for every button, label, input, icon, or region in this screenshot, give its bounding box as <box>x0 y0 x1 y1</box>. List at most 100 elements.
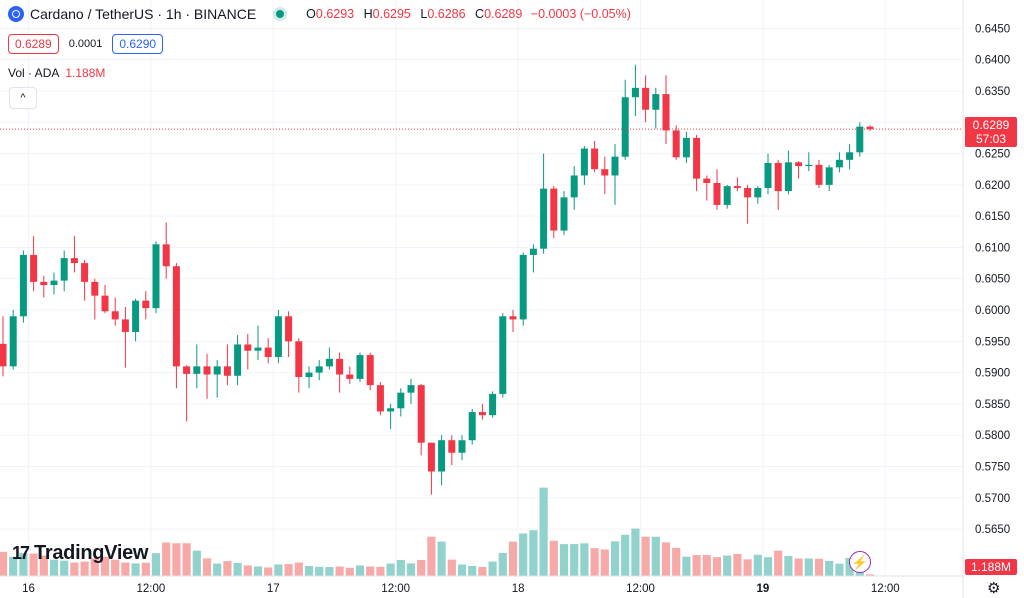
volume-bar <box>192 550 201 576</box>
y-tick-label: 0.6400 <box>975 55 1010 67</box>
candles <box>0 64 874 495</box>
candle-body <box>744 187 752 198</box>
settings-icon[interactable]: ⚙ <box>987 580 1001 597</box>
volume-bar <box>682 556 691 576</box>
y-tick-label: 0.5950 <box>975 336 1010 348</box>
candle-body <box>19 254 27 317</box>
volume-bar <box>835 563 844 576</box>
volume-bar <box>468 566 477 576</box>
volume-bar <box>539 487 548 576</box>
candle-body <box>866 126 874 130</box>
candle-body <box>509 316 517 320</box>
volume-bar <box>264 567 273 576</box>
volume-bar <box>570 544 579 576</box>
tradingview-logo[interactable]: 17 TradingView <box>12 542 148 565</box>
candle-body <box>264 347 272 357</box>
candle-body <box>642 87 650 110</box>
volume-bar <box>733 553 742 576</box>
volume-bar <box>243 565 252 576</box>
volume-bar <box>743 559 752 576</box>
volume-bar <box>253 566 263 576</box>
chevron-up-icon: ^ <box>20 92 26 104</box>
candle-body <box>50 280 58 285</box>
collapse-legend-button[interactable]: ^ <box>9 87 37 109</box>
candle-body <box>417 385 425 443</box>
volume-bar <box>366 566 375 576</box>
y-tick-label: 0.6000 <box>975 305 1010 317</box>
candle-body <box>0 343 7 367</box>
candle-body <box>152 244 160 309</box>
x-tick-label: 12:00 <box>137 583 166 595</box>
volume-bar <box>621 534 630 576</box>
volume-bar <box>437 541 446 576</box>
candle-body <box>682 137 690 158</box>
volume-bar <box>672 547 681 576</box>
volume-bar <box>376 566 385 576</box>
volume-label: Vol · ADA <box>8 66 60 80</box>
volume-bar <box>121 562 130 576</box>
candle-body <box>723 186 731 205</box>
candle-body <box>101 295 109 312</box>
candle-body <box>489 393 497 416</box>
candle-body <box>346 374 354 379</box>
candle-body <box>529 248 537 255</box>
volume-bar <box>723 555 732 576</box>
candle-body <box>356 355 364 379</box>
symbol-title[interactable]: Cardano / TetherUS · 1h · BINANCE <box>30 6 257 22</box>
y-tick-label: 0.6050 <box>975 274 1010 286</box>
volume-bar <box>0 551 8 576</box>
volume-bar <box>651 536 660 576</box>
x-tick-label: 18 <box>512 583 525 595</box>
volume-bar <box>386 563 395 576</box>
x-tick-label: 12:00 <box>871 583 900 595</box>
volume-bar <box>580 543 589 576</box>
candle-body <box>591 148 599 170</box>
volume-bar <box>498 552 507 576</box>
volume-bar <box>294 562 303 576</box>
candle-body <box>499 316 507 394</box>
candle-body <box>458 440 466 453</box>
volume-bar <box>478 567 487 576</box>
y-tick-label: 0.6200 <box>975 180 1010 192</box>
y-tick-label: 0.5750 <box>975 462 1010 474</box>
volume-bar <box>529 530 538 576</box>
candle-body <box>427 442 435 472</box>
candle-body <box>478 412 486 416</box>
candle-body <box>621 97 629 157</box>
spread-value: 0.0001 <box>68 38 103 50</box>
change-value: −0.0003 (−0.05%) <box>530 7 631 21</box>
bolt-icon[interactable]: ⚡ <box>849 551 871 573</box>
volume-bar <box>590 548 599 576</box>
x-tick-label: 12:00 <box>381 583 410 595</box>
volume-bar <box>631 528 640 576</box>
bar-countdown: 57:03 <box>975 132 1007 146</box>
volume-bar <box>641 536 650 576</box>
candle-body <box>60 258 68 281</box>
volume-bar <box>794 558 803 576</box>
volume-bar <box>29 553 38 576</box>
candle-body <box>764 162 772 188</box>
volume-bar <box>355 565 365 576</box>
candle-body <box>274 316 282 357</box>
y-tick-label: 0.6150 <box>975 211 1010 223</box>
volume-bar <box>172 543 181 576</box>
y-tick-label: 0.6250 <box>975 149 1010 161</box>
close-value: 0.6289 <box>484 7 523 21</box>
volume-bar <box>804 558 813 576</box>
sell-button[interactable]: 0.6289 <box>8 34 59 54</box>
chart-legend-header: Cardano / TetherUS · 1h · BINANCE O0.629… <box>8 6 631 22</box>
y-tick-label: 0.6450 <box>975 23 1010 35</box>
buy-button[interactable]: 0.6290 <box>112 34 164 54</box>
candle-body <box>162 244 170 267</box>
candle-body <box>825 167 833 185</box>
candle-body <box>774 162 782 192</box>
volume-bar <box>325 567 334 576</box>
y-tick-label: 0.5650 <box>975 524 1010 536</box>
volume-bar <box>131 563 140 576</box>
volume-bar <box>396 559 405 576</box>
candle-body <box>387 408 395 412</box>
tradingview-mark-icon: 17 <box>12 543 30 563</box>
candle-body <box>407 385 415 393</box>
volume-bars <box>0 487 875 576</box>
